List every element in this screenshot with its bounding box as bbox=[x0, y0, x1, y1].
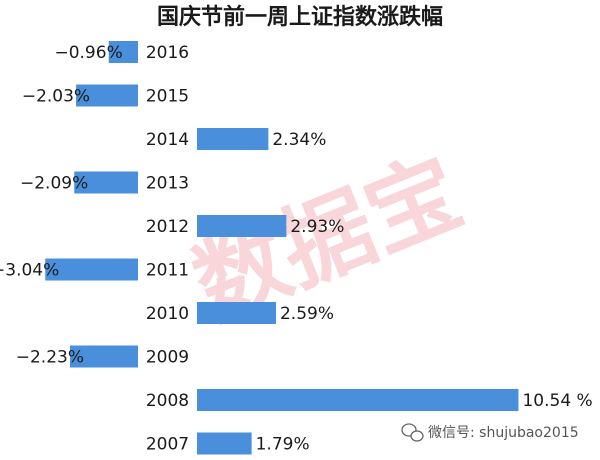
bar bbox=[45, 258, 138, 281]
footer-icon bbox=[401, 423, 424, 442]
value-label: −3.04% bbox=[0, 261, 59, 281]
category-label: 2010 bbox=[146, 304, 189, 324]
bar bbox=[197, 432, 252, 455]
chart-title: 国庆节前一周上证指数涨跌幅 bbox=[157, 4, 443, 30]
value-label: 2.93% bbox=[290, 217, 344, 237]
bar bbox=[197, 215, 287, 237]
bar bbox=[74, 171, 138, 194]
category-label: 2014 bbox=[146, 130, 189, 150]
value-label: 2.59% bbox=[280, 304, 334, 324]
value-label: 1.79% bbox=[256, 435, 310, 455]
bar bbox=[108, 41, 138, 63]
value-label: 10.54 % bbox=[522, 391, 592, 411]
category-label: 2012 bbox=[146, 217, 189, 237]
category-label: 2009 bbox=[146, 348, 189, 368]
category-label: 2013 bbox=[146, 174, 189, 194]
category-label: 2015 bbox=[146, 87, 189, 107]
bar bbox=[76, 84, 138, 107]
value-label: −2.09% bbox=[20, 174, 88, 194]
value-label: −2.03% bbox=[22, 87, 90, 107]
value-label: −0.96% bbox=[54, 43, 122, 63]
bar bbox=[197, 302, 276, 324]
category-label: 2007 bbox=[146, 435, 189, 455]
footer: 微信号: shujubao2015 bbox=[428, 425, 579, 441]
category-label: 2016 bbox=[146, 43, 189, 63]
bar bbox=[69, 345, 138, 368]
value-label: 2.34% bbox=[272, 130, 326, 150]
value-label: −2.23% bbox=[16, 348, 84, 368]
bar bbox=[197, 128, 269, 150]
category-label: 2011 bbox=[146, 261, 189, 281]
category-label: 2008 bbox=[146, 391, 189, 411]
bar bbox=[197, 389, 519, 411]
